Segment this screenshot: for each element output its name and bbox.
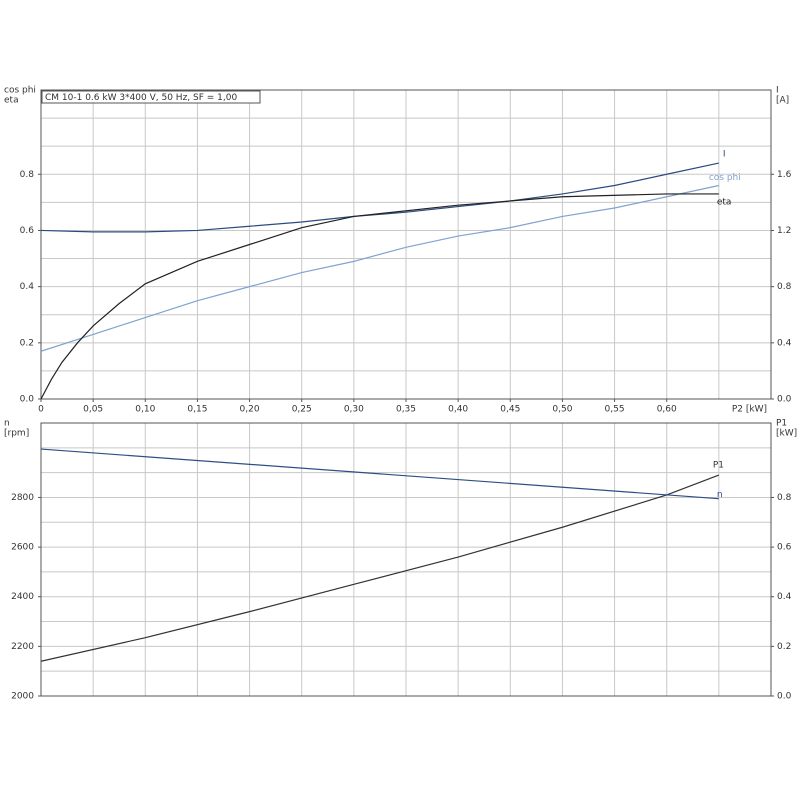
x-tick-label: 0,10 <box>135 405 155 415</box>
y-tick-label: 2800 <box>11 493 34 503</box>
x-tick-label: 0,05 <box>83 405 103 415</box>
y-tick-label: 2600 <box>11 543 34 553</box>
series-line <box>40 448 719 500</box>
x-tick-label: 0,30 <box>344 405 364 415</box>
y-tick-label: 0.8 <box>20 170 35 180</box>
y2-tick-label: 0.4 <box>777 592 792 602</box>
y2-tick-label: 0.8 <box>777 493 792 503</box>
y2-axis-label: I <box>776 86 779 96</box>
y-tick-label: 0.0 <box>20 395 35 405</box>
x-tick-label: 0,50 <box>552 405 572 415</box>
series-label: eta <box>717 197 732 207</box>
series-line <box>40 193 719 400</box>
x-tick-label: 0,35 <box>396 405 416 415</box>
y2-tick-label: 1.2 <box>777 226 791 236</box>
x-tick-label: 0,15 <box>187 405 207 415</box>
y-tick-label: 2000 <box>11 692 34 702</box>
series-line <box>40 184 719 352</box>
y2-tick-label: 0.2 <box>777 642 791 652</box>
y-axis-label: [rpm] <box>4 429 29 439</box>
x-tick-label: 0,25 <box>292 405 312 415</box>
series-line <box>40 162 719 233</box>
y-tick-label: 0.2 <box>20 338 34 348</box>
series-label: cos phi <box>709 173 741 183</box>
y-tick-label: 0.6 <box>20 226 35 236</box>
y2-tick-label: 0.0 <box>777 395 792 405</box>
x-tick-label: 0,40 <box>448 405 468 415</box>
y2-tick-label: 0.0 <box>777 692 792 702</box>
y-axis-label: cos phi <box>4 86 36 96</box>
y2-axis-label: [A] <box>776 96 789 106</box>
x-tick-label: 0,20 <box>240 405 260 415</box>
x-tick-label: 0,45 <box>500 405 520 415</box>
y2-tick-label: 0.6 <box>777 543 792 553</box>
y2-axis-label: P1 <box>776 419 787 429</box>
y-axis-label: eta <box>4 96 19 106</box>
series-line <box>40 474 720 662</box>
y-tick-label: 2400 <box>11 592 34 602</box>
y-axis-label: n <box>4 419 10 429</box>
y2-tick-label: 0.8 <box>777 282 792 292</box>
y2-tick-label: 0.4 <box>777 338 792 348</box>
x-tick-label: 0,60 <box>657 405 677 415</box>
annotation: CM 10-1 0.6 kW 3*400 V, 50 Hz, SF = 1,00 <box>45 93 237 103</box>
x-tick-label: 0 <box>38 405 44 415</box>
x-tick-label: 0,55 <box>605 405 625 415</box>
plot-frame <box>40 422 772 697</box>
y-tick-label: 2200 <box>11 642 34 652</box>
x-axis-label: P2 [kW] <box>732 405 767 415</box>
series-label: n <box>717 490 723 500</box>
series-label: I <box>723 150 726 160</box>
series-label: P1 <box>713 461 724 471</box>
annotation-box <box>41 90 261 104</box>
y2-tick-label: 1.6 <box>777 170 792 180</box>
y-tick-label: 0.4 <box>20 282 35 292</box>
y2-axis-label: [kW] <box>776 429 797 439</box>
